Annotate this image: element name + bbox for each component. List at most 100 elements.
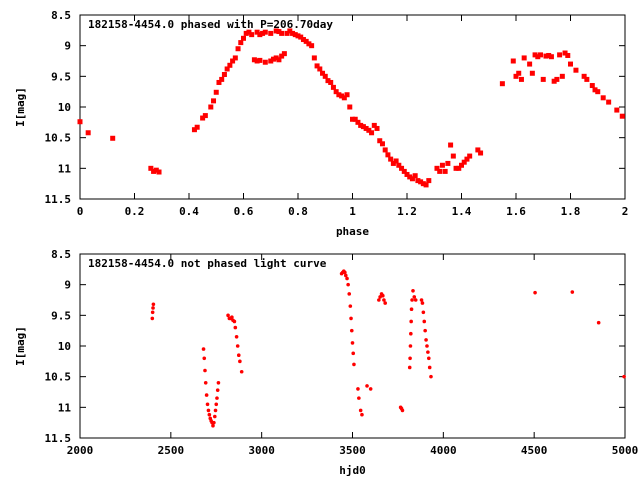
data-point (303, 38, 309, 44)
data-point (257, 57, 263, 63)
data-point (467, 153, 473, 159)
data-point (156, 169, 162, 175)
data-point (427, 356, 431, 361)
x-tick-label: 1.6 (506, 205, 526, 218)
data-point (453, 165, 459, 171)
data-point (211, 98, 217, 104)
data-point (219, 76, 225, 82)
data-point (234, 335, 239, 339)
data-point (424, 338, 428, 342)
data-point (548, 54, 554, 60)
data-point (529, 70, 535, 76)
x-tick-label: 0.2 (125, 205, 145, 218)
data-point (439, 162, 445, 168)
data-point (281, 51, 287, 57)
data-point (589, 83, 595, 89)
x-tick-label: 4500 (521, 444, 548, 457)
data-point (346, 282, 350, 287)
x-tick-label: 3500 (339, 444, 366, 457)
data-point (562, 50, 568, 56)
data-point (513, 73, 519, 79)
data-point (300, 37, 306, 43)
data-point (425, 344, 429, 348)
data-point (213, 89, 219, 95)
data-point (410, 298, 414, 302)
data-point (396, 162, 402, 168)
data-point (408, 356, 412, 361)
data-point (360, 124, 366, 130)
data-point (254, 29, 260, 35)
data-point (203, 368, 207, 373)
data-point (385, 152, 391, 158)
data-point (381, 293, 385, 298)
data-point (333, 89, 339, 95)
data-point (150, 310, 155, 315)
data-point (151, 302, 156, 307)
data-point (330, 84, 336, 90)
data-point (230, 58, 236, 64)
data-point (535, 54, 541, 60)
data-point (200, 115, 206, 121)
data-point (358, 408, 363, 413)
data-point (557, 52, 563, 58)
data-point (208, 104, 214, 110)
data-point (614, 107, 620, 113)
data-point (260, 30, 266, 36)
data-point (273, 55, 279, 61)
data-point (251, 57, 257, 63)
data-point (238, 40, 244, 46)
data-point (573, 67, 579, 73)
data-point (216, 381, 221, 385)
data-point (328, 79, 334, 85)
data-point (499, 81, 505, 87)
data-point (420, 181, 426, 187)
data-point (382, 147, 388, 153)
data-point (352, 116, 358, 122)
data-point (516, 70, 522, 76)
x-tick-label: 1 (349, 205, 356, 218)
data-point (383, 301, 388, 305)
data-point (77, 119, 83, 125)
data-point (314, 63, 320, 69)
data-point (533, 290, 537, 295)
data-point (343, 270, 347, 275)
data-point (239, 369, 244, 374)
data-point (429, 374, 433, 379)
data-point (540, 76, 546, 82)
data-point (345, 276, 349, 281)
x-tick-label: 1.4 (452, 205, 472, 218)
data-point (393, 158, 399, 164)
data-point (249, 32, 255, 38)
data-point (419, 298, 424, 302)
data-point (464, 156, 470, 162)
data-point (510, 58, 516, 64)
data-point (151, 168, 157, 174)
data-point (565, 52, 571, 58)
data-point (371, 122, 377, 128)
data-point (581, 73, 587, 79)
plot-frame (79, 14, 626, 200)
data-point (351, 351, 356, 356)
data-point (420, 301, 425, 305)
phased-light-curve-panel: 0 0.2 0.4 0.6 0.8 1 1.2 1.4 1.6 1.8 2 8.5 9 9.5 10 10.5… (14, 9, 628, 238)
data-point (592, 87, 598, 93)
data-point (437, 168, 443, 174)
x-tick-label: 0 (77, 205, 84, 218)
data-point (426, 178, 432, 184)
data-point (538, 52, 544, 58)
data-point (276, 29, 282, 35)
data-point (543, 53, 549, 59)
data-point (347, 292, 352, 296)
data-point (355, 119, 361, 125)
data-point (254, 58, 260, 64)
data-point (232, 319, 237, 324)
data-point (450, 153, 456, 159)
data-point (377, 298, 381, 302)
data-point (153, 167, 159, 173)
data-point (388, 156, 394, 162)
data-point (341, 95, 347, 101)
data-point (399, 165, 405, 171)
data-point (268, 30, 274, 36)
data-point (606, 99, 612, 105)
